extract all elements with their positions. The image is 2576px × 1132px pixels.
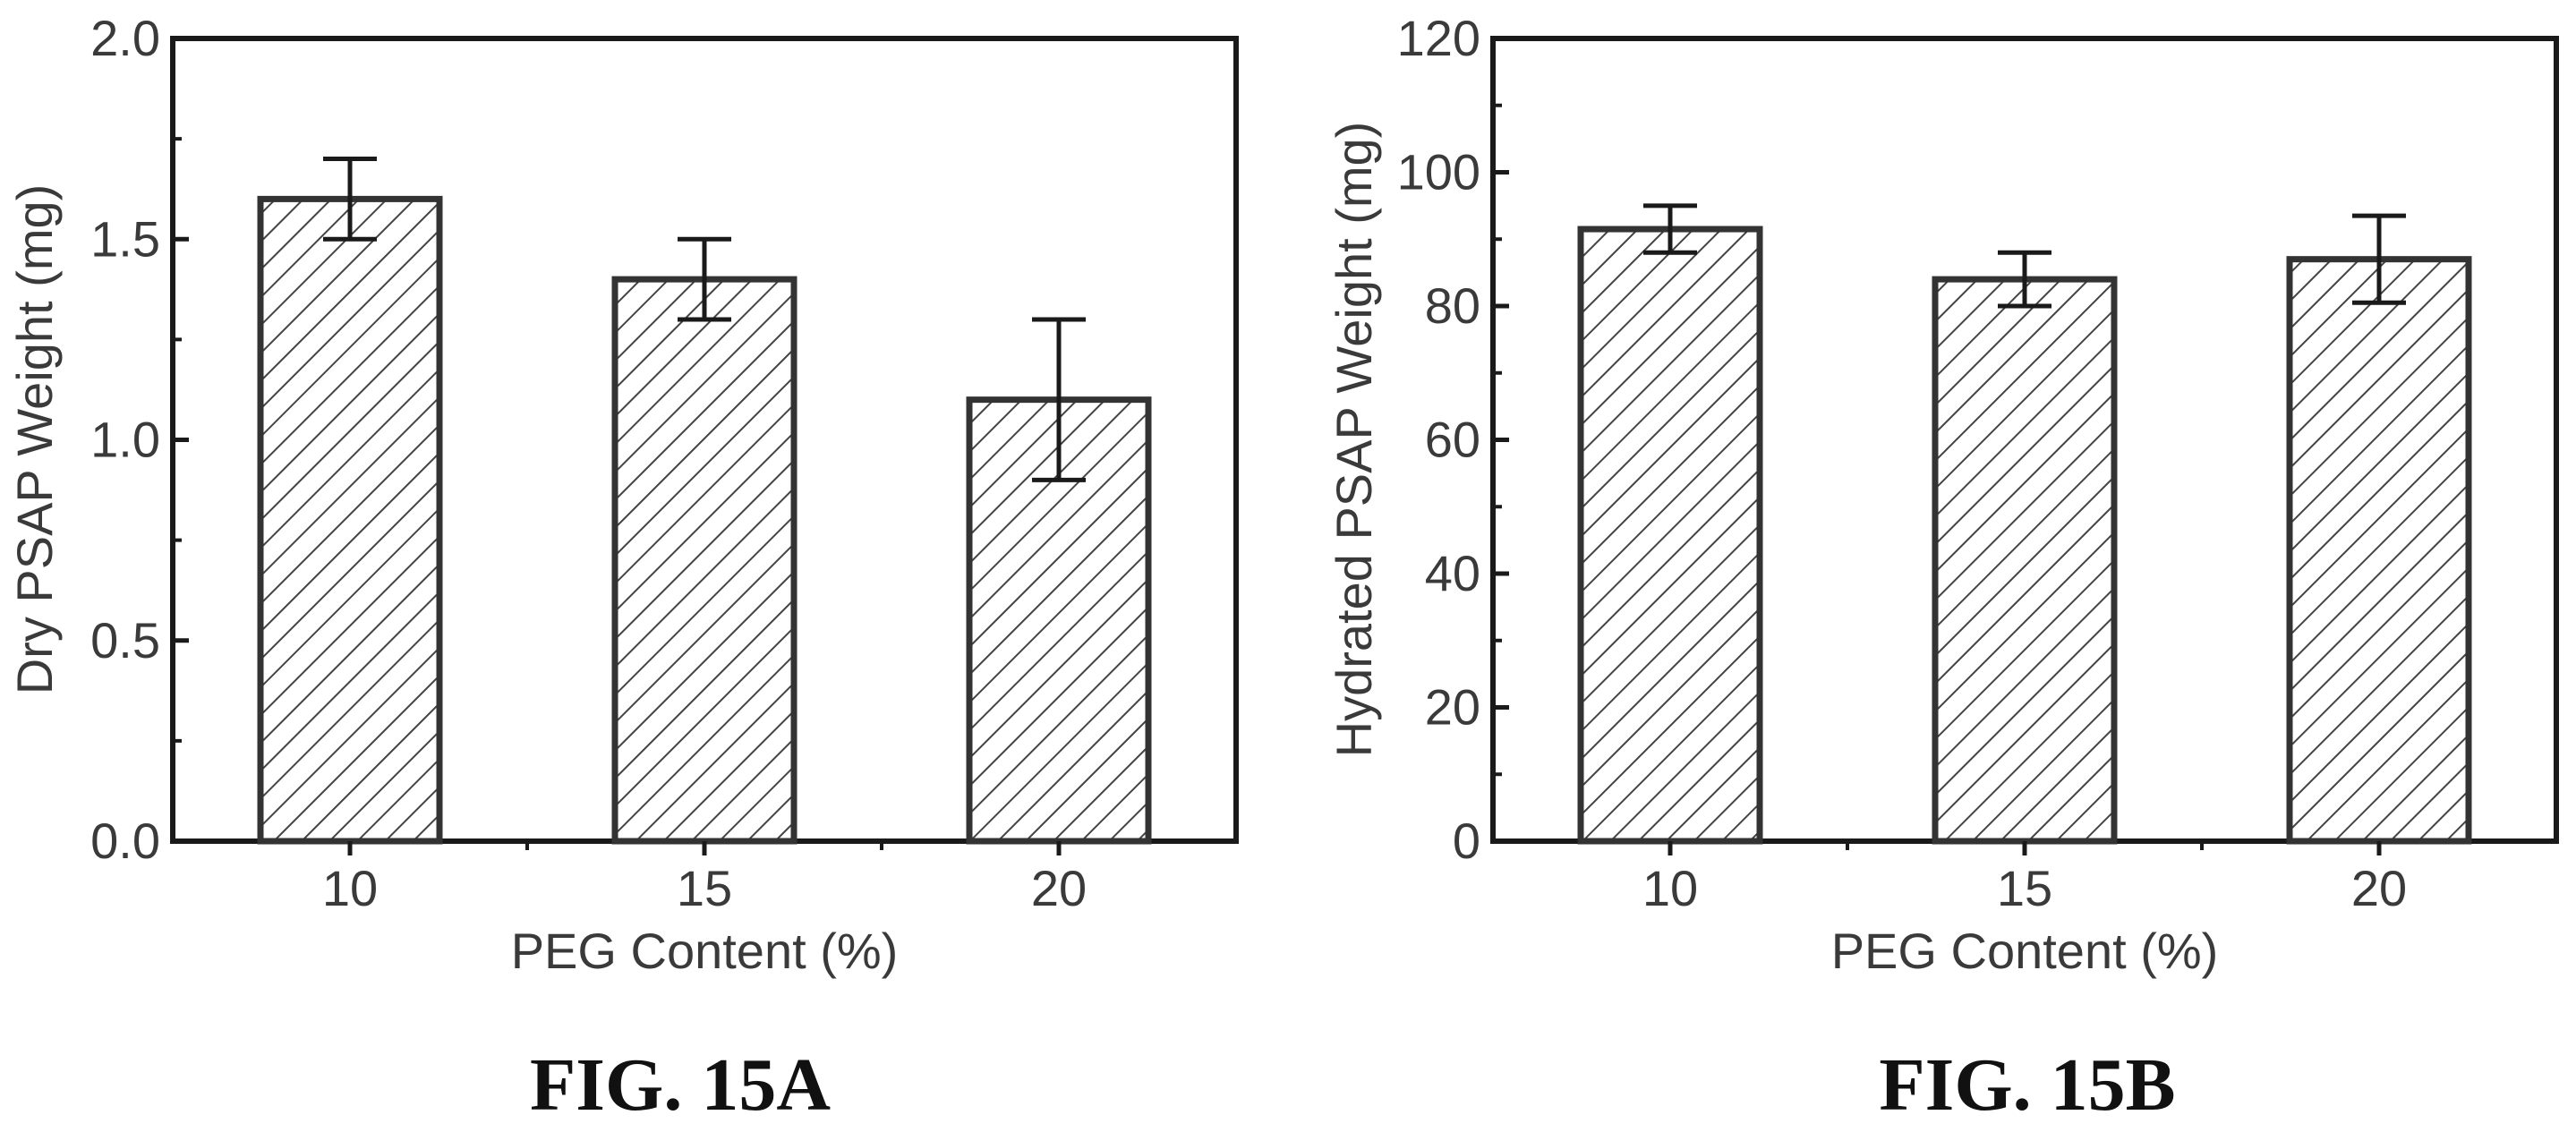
x-tick-label: 15 xyxy=(1997,860,2052,916)
figure-caption: FIG. 15A xyxy=(530,1043,831,1127)
bar xyxy=(1932,276,2118,845)
y-tick-label: 60 xyxy=(1425,412,1480,468)
x-tick-label: 10 xyxy=(1642,860,1698,916)
bar xyxy=(611,276,798,845)
y-tick-label: 80 xyxy=(1425,277,1480,334)
bars: 10 15 20 xyxy=(257,157,1152,916)
y-tick-label: 1.0 xyxy=(90,412,160,468)
y-ticks: 0.0 0.5 1.0 1.5 2.0 xyxy=(90,10,189,869)
y-tick-label: 0.5 xyxy=(90,612,160,668)
bar xyxy=(2286,256,2472,845)
bar xyxy=(257,195,443,845)
x-tick-label: 20 xyxy=(2351,860,2407,916)
figure-caption: FIG. 15B xyxy=(1879,1043,2175,1127)
x-tick-label: 10 xyxy=(322,860,378,916)
x-axis-title: PEG Content (%) xyxy=(1831,923,2219,979)
x-axis-title: PEG Content (%) xyxy=(511,923,899,979)
y-tick-label: 0.0 xyxy=(90,813,160,869)
x-tick-label: 20 xyxy=(1031,860,1087,916)
y-tick-label: 40 xyxy=(1425,545,1480,601)
y-ticks: 0 20 40 60 80 100 120 xyxy=(1397,10,1509,869)
y-tick-label: 0 xyxy=(1453,813,1480,869)
y-tick-label: 2.0 xyxy=(90,10,160,66)
panel-b: Hydrated PSAP Weight (mg) PEG Content (%… xyxy=(1326,10,2559,1127)
y-axis-title: Dry PSAP Weight (mg) xyxy=(6,184,63,695)
bars: 10 15 20 xyxy=(1577,203,2472,916)
bar xyxy=(1577,226,1763,845)
y-axis-title: Hydrated PSAP Weight (mg) xyxy=(1326,122,1382,758)
y-tick-label: 20 xyxy=(1425,679,1480,736)
panel-a: Dry PSAP Weight (mg) PEG Content (%) FIG… xyxy=(6,10,1239,1127)
x-tick-label: 15 xyxy=(677,860,732,916)
y-tick-label: 1.5 xyxy=(90,210,160,267)
y-tick-label: 100 xyxy=(1397,144,1480,200)
y-tick-label: 120 xyxy=(1397,10,1480,66)
